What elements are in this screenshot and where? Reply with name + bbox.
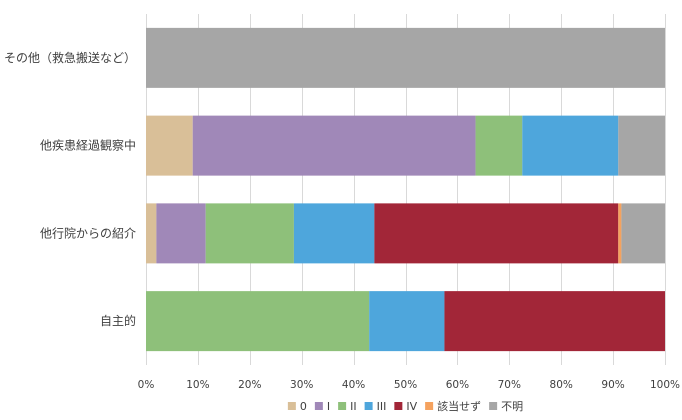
legend-label: II	[350, 400, 357, 413]
bar-segment	[618, 203, 622, 264]
x-tick-label: 10%	[186, 379, 209, 391]
legend-swatch	[314, 402, 323, 410]
x-tick-labels: 0% 10% 20% 30% 40% 50% 60% 70% 80% 90% 100%	[138, 379, 680, 391]
bar-segment	[374, 203, 619, 264]
legend-label: 不明	[501, 400, 523, 413]
bar-segment	[146, 115, 193, 176]
legend-item: I	[314, 400, 330, 413]
legend-item: 0	[287, 400, 307, 413]
bar-segment	[156, 203, 206, 264]
x-tick-label: 40%	[342, 379, 365, 391]
legend-label: 該当せず	[437, 399, 481, 413]
bar-segment	[146, 203, 157, 264]
category-label: 他疾患経過観察中	[40, 138, 136, 153]
legend-label: 0	[300, 400, 307, 413]
legend-item: III	[364, 400, 387, 413]
legend-label: IV	[406, 400, 417, 413]
bar-segment	[475, 115, 523, 176]
x-tick-label: 30%	[290, 379, 313, 391]
bar-segment	[146, 27, 665, 88]
x-tick-label: 60%	[446, 379, 469, 391]
category-label: その他（救急搬送など）	[4, 50, 136, 65]
x-tick-label: 80%	[550, 379, 573, 391]
legend-swatch	[338, 402, 347, 410]
x-tick-label: 0%	[138, 379, 155, 391]
bar-segment	[192, 115, 476, 176]
bar-segment	[621, 203, 665, 264]
bar-segment	[293, 203, 375, 264]
legend: 0 I II III IV 該当せず 不明	[287, 399, 523, 413]
bar-segment	[444, 291, 665, 352]
legend-swatch	[425, 402, 434, 410]
bar-segment	[522, 115, 619, 176]
bar-segment	[205, 203, 294, 264]
bar-segment	[618, 115, 665, 176]
legend-item: IV	[394, 400, 418, 413]
legend-label: I	[327, 400, 330, 413]
x-tick-label: 90%	[601, 379, 624, 391]
legend-item: 不明	[489, 400, 523, 413]
legend-label: III	[377, 400, 387, 413]
category-label: 他行院からの紹介	[40, 226, 136, 240]
bars	[146, 27, 665, 352]
legend-swatch	[364, 402, 373, 410]
x-tick-label: 70%	[498, 379, 521, 391]
legend-swatch	[287, 402, 296, 410]
legend-item: 該当せず	[425, 399, 481, 413]
legend-swatch	[394, 402, 403, 410]
legend-swatch	[489, 402, 498, 410]
bar-segment	[369, 291, 445, 352]
category-label: 自主的	[100, 313, 136, 328]
x-tick-label: 20%	[238, 379, 261, 391]
x-tick-label: 100%	[650, 379, 680, 391]
legend-item: II	[338, 400, 357, 413]
x-tick-label: 50%	[394, 379, 417, 391]
bar-segment	[146, 291, 370, 352]
